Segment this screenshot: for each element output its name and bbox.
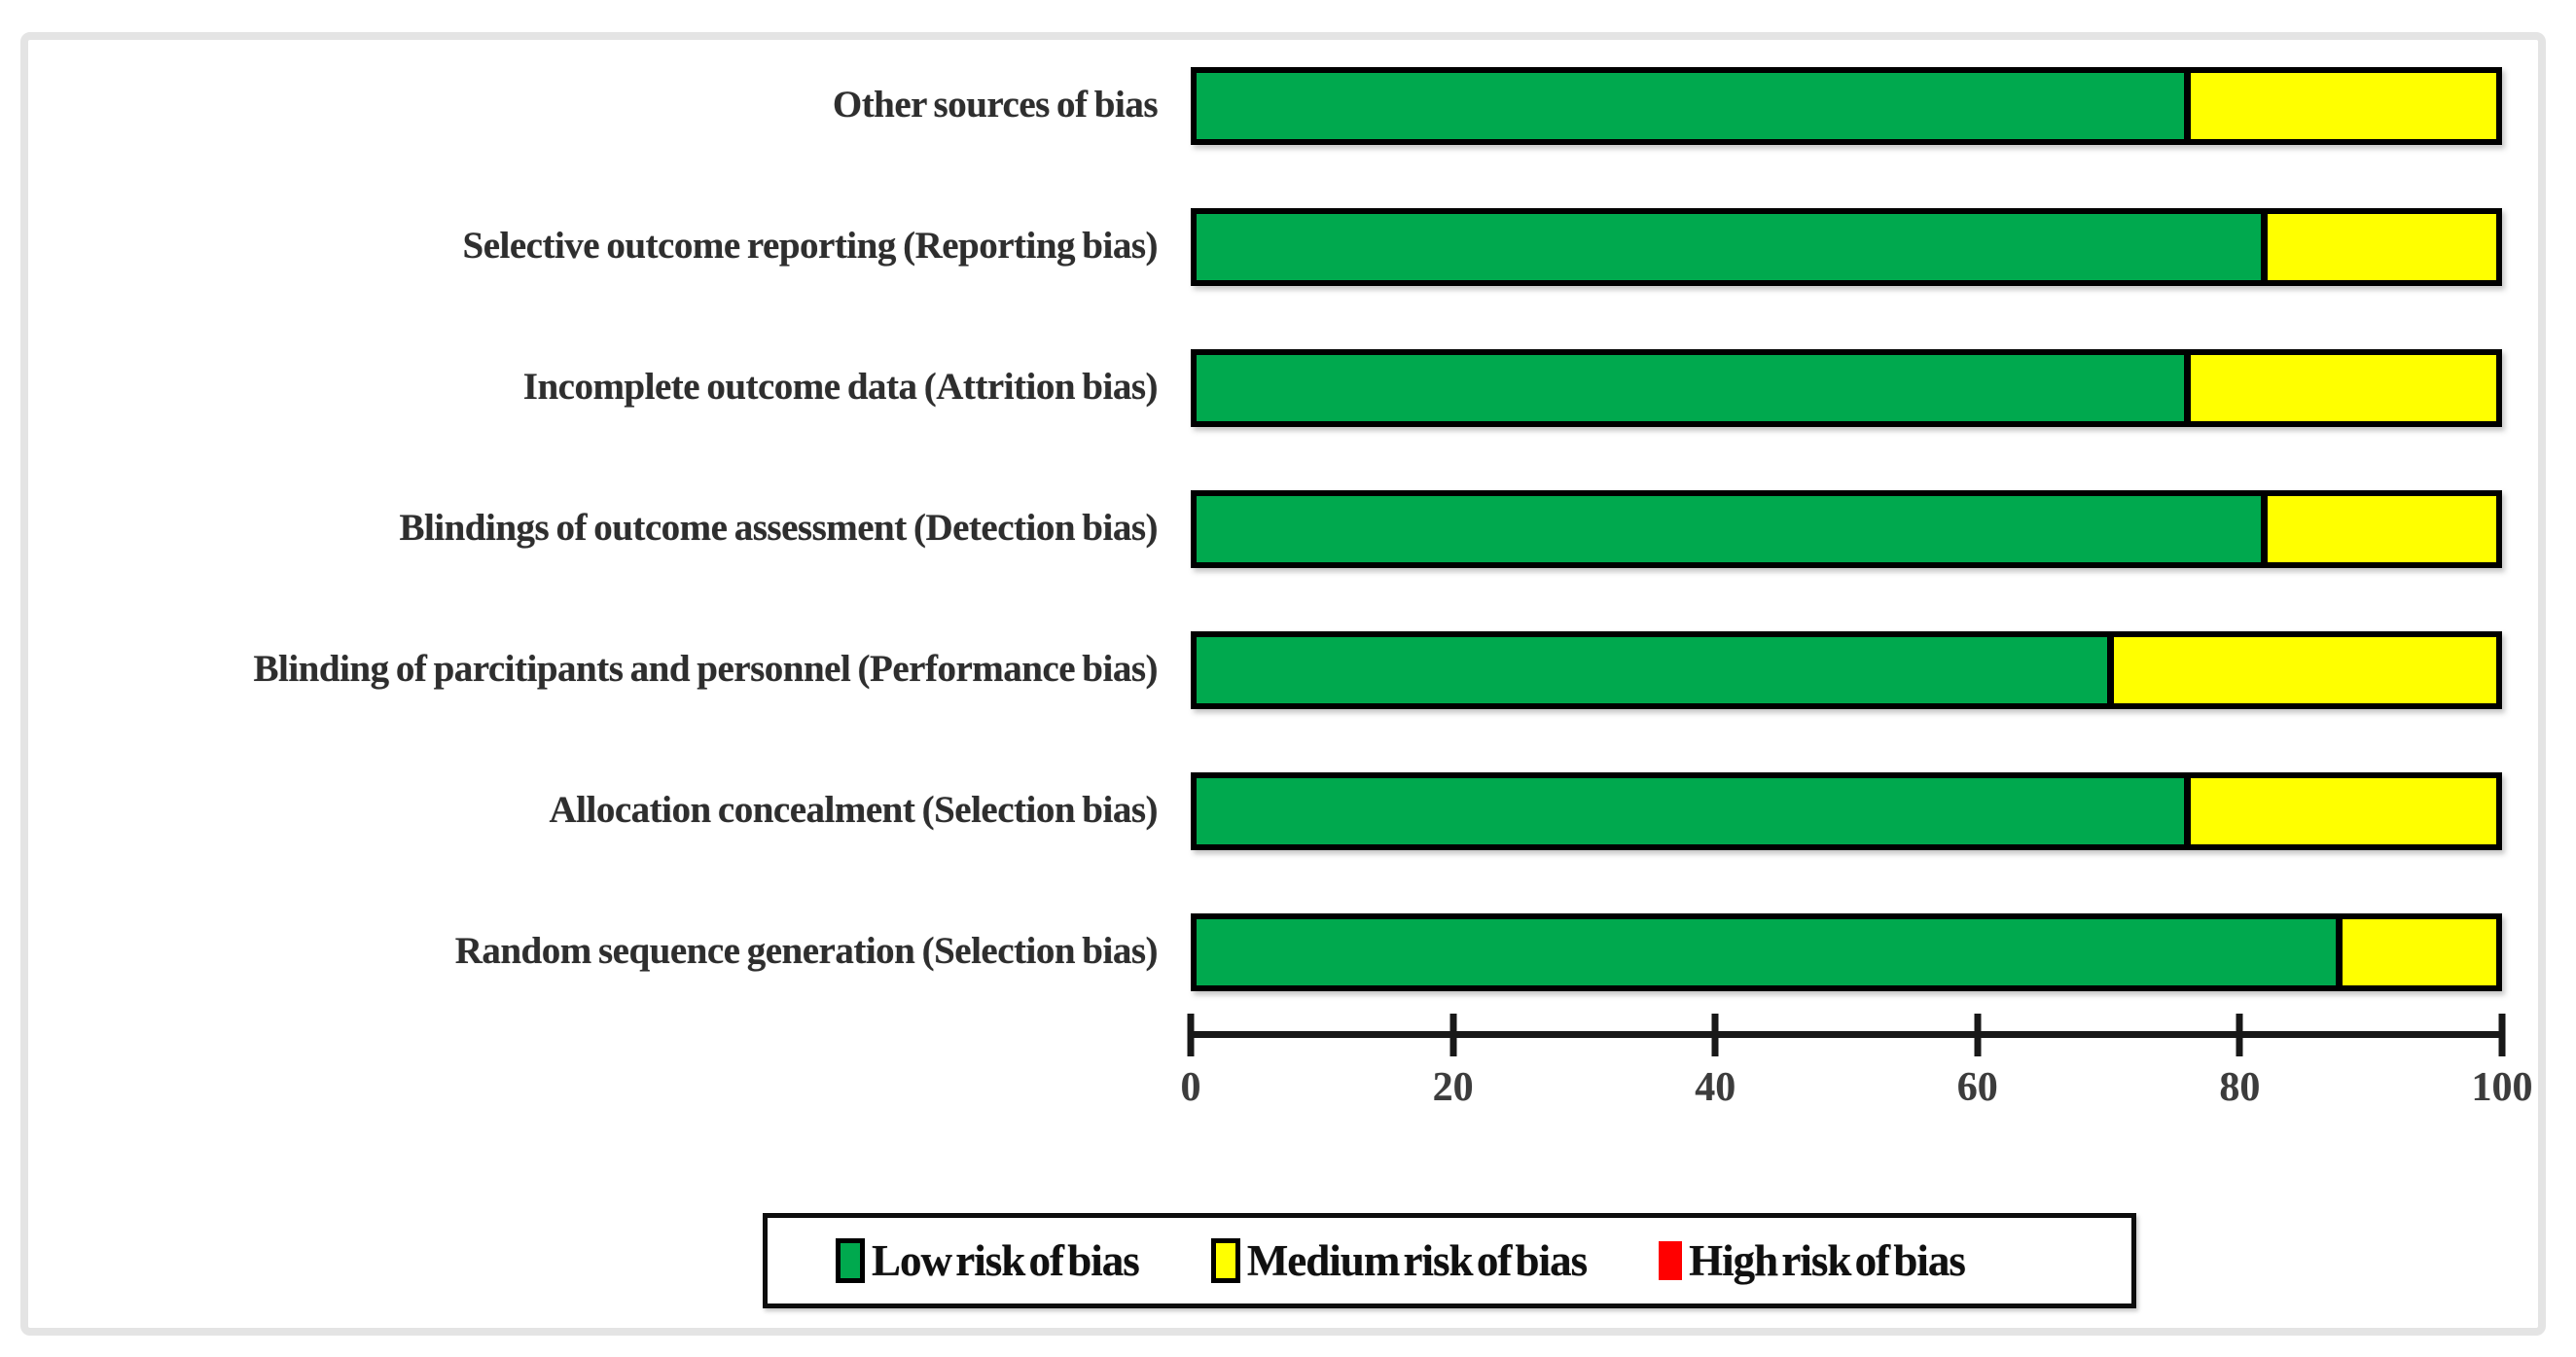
legend-item-medium-risk: Medium risk of bias bbox=[1210, 1235, 1588, 1286]
medium-risk-segment bbox=[2191, 72, 2496, 139]
axis-tick bbox=[1187, 1014, 1195, 1056]
stacked-bar bbox=[1191, 912, 2502, 991]
axis-tick-label: 80 bbox=[2219, 1065, 2261, 1110]
axis-tick bbox=[2498, 1014, 2506, 1056]
category-label: Random sequence generation (Selection bi… bbox=[454, 930, 1159, 973]
stacked-bar bbox=[1191, 348, 2502, 427]
category-label: Selective outcome reporting (Reporting b… bbox=[462, 225, 1159, 268]
low-risk-segment bbox=[1197, 636, 2115, 703]
axis-tick bbox=[1974, 1014, 1982, 1056]
category-label: Blindings of outcome assessment (Detecti… bbox=[399, 507, 1158, 550]
low-risk-segment bbox=[1197, 72, 2192, 139]
high-risk-swatch-icon bbox=[1659, 1241, 1683, 1280]
medium-risk-segment bbox=[2191, 777, 2496, 844]
medium-risk-segment bbox=[2267, 495, 2496, 562]
axis-tick-label: 40 bbox=[1695, 1065, 1736, 1110]
axis-tick bbox=[2236, 1014, 2243, 1056]
medium-risk-segment bbox=[2343, 918, 2496, 985]
legend-label: High risk of bias bbox=[1689, 1236, 1966, 1285]
category-label: Allocation concealment (Selection bias) bbox=[549, 789, 1159, 832]
axis-tick bbox=[1711, 1014, 1719, 1056]
category-label: Other sources of bias bbox=[832, 84, 1159, 126]
bar-row: Incomplete outcome data (Attrition bias) bbox=[0, 317, 2576, 458]
bar-rows: Other sources of bias Selective outcome r… bbox=[0, 35, 2576, 1022]
axis-tick-label: 100 bbox=[2471, 1065, 2533, 1110]
low-risk-segment bbox=[1197, 354, 2192, 421]
stacked-bar bbox=[1191, 630, 2502, 709]
medium-risk-swatch-icon bbox=[1210, 1238, 1240, 1283]
legend-label: Low risk of bias bbox=[872, 1236, 1140, 1285]
legend-item-high-risk: High risk of bias bbox=[1659, 1235, 1966, 1286]
stacked-bar bbox=[1191, 771, 2502, 850]
medium-risk-segment bbox=[2267, 213, 2496, 280]
legend: Low risk of bias Medium risk of bias Hig… bbox=[763, 1213, 2136, 1308]
medium-risk-segment bbox=[2191, 354, 2496, 421]
axis-tick-label: 60 bbox=[1956, 1065, 1998, 1110]
axis-tick-label: 0 bbox=[1180, 1065, 1201, 1110]
medium-risk-segment bbox=[2114, 636, 2496, 703]
bar-row: Blinding of parcitipants and personnel (… bbox=[0, 599, 2576, 740]
low-risk-segment bbox=[1197, 918, 2343, 985]
stacked-bar bbox=[1191, 66, 2502, 145]
low-risk-segment bbox=[1197, 777, 2192, 844]
bar-row: Selective outcome reporting (Reporting b… bbox=[0, 176, 2576, 317]
low-risk-segment bbox=[1197, 495, 2268, 562]
bar-row: Random sequence generation (Selection bi… bbox=[0, 881, 2576, 1022]
x-axis-tick-labels: 0 20 40 60 80 100 bbox=[1181, 1064, 2533, 1123]
stacked-bar bbox=[1191, 207, 2502, 286]
bar-row: Allocation concealment (Selection bias) bbox=[0, 740, 2576, 881]
category-label: Incomplete outcome data (Attrition bias) bbox=[522, 366, 1159, 409]
axis-tick-label: 20 bbox=[1432, 1065, 1474, 1110]
low-risk-segment bbox=[1197, 213, 2268, 280]
legend-item-low-risk: Low risk of bias bbox=[836, 1235, 1140, 1286]
category-label: Blinding of parcitipants and personnel (… bbox=[253, 648, 1159, 691]
low-risk-swatch-icon bbox=[836, 1238, 865, 1283]
legend-label: Medium risk of bias bbox=[1246, 1236, 1588, 1285]
stacked-bar bbox=[1191, 489, 2502, 568]
axis-tick bbox=[1449, 1014, 1457, 1056]
x-axis bbox=[1187, 1014, 2506, 1056]
bar-row: Blindings of outcome assessment (Detecti… bbox=[0, 458, 2576, 599]
bar-row: Other sources of bias bbox=[0, 35, 2576, 176]
